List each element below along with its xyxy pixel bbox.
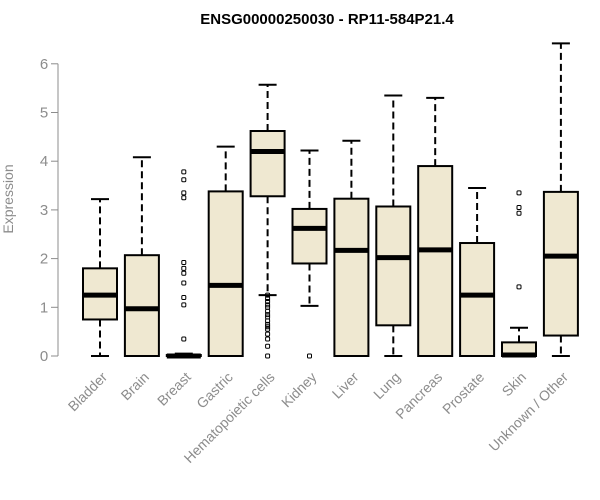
y-tick-label: 4 <box>40 153 48 170</box>
outlier-point <box>265 292 271 298</box>
x-tick-label-lung: Lung <box>370 369 403 402</box>
outlier-point <box>181 336 187 342</box>
outlier-point <box>265 302 271 308</box>
outlier-point <box>516 190 522 196</box>
outlier-point <box>265 331 271 337</box>
x-tick-label-unknown-other: Unknown / Other <box>485 369 571 455</box>
iqr-box <box>207 190 244 357</box>
y-tick-label: 3 <box>40 202 48 219</box>
outlier-point <box>181 190 187 196</box>
outlier-point <box>181 177 187 183</box>
outlier-point <box>265 353 271 359</box>
box-prostate <box>459 186 496 358</box>
outlier-point <box>265 296 271 302</box>
box-brain <box>123 156 160 357</box>
y-axis: 0 1 2 3 4 5 6 <box>40 56 59 365</box>
x-tick-label-kidney: Kidney <box>278 369 320 411</box>
iqr-box <box>417 165 454 357</box>
box-unknown-other <box>542 42 579 357</box>
x-tick-label-bladder: Bladder <box>65 369 111 415</box>
outlier-point <box>516 204 522 210</box>
box-lung <box>375 94 412 357</box>
x-tick-label-prostate: Prostate <box>439 369 487 417</box>
outlier-point <box>265 324 271 330</box>
y-tick-label: 0 <box>40 348 48 365</box>
iqr-box <box>459 242 496 358</box>
outlier-point <box>181 259 187 265</box>
iqr-box <box>375 205 412 327</box>
y-axis-label: Expression <box>0 164 16 233</box>
outlier-point <box>181 169 187 175</box>
outlier-point <box>181 295 187 301</box>
box-liver <box>333 139 370 357</box>
x-tick-label-brain: Brain <box>118 369 152 403</box>
iqr-box <box>123 254 160 357</box>
box-breast <box>165 169 202 359</box>
boxes-group <box>82 42 579 359</box>
y-tick-label: 6 <box>40 56 48 73</box>
outlier-point <box>516 210 522 216</box>
outlier-point <box>516 284 522 290</box>
outlier-point <box>181 270 187 276</box>
outlier-point <box>265 298 271 304</box>
box-skin <box>501 190 537 358</box>
x-tick-label-breast: Breast <box>154 369 194 409</box>
y-tick-label: 2 <box>40 251 48 268</box>
x-tick-label-skin: Skin <box>499 369 530 400</box>
outlier-point <box>181 280 187 286</box>
box-pancreas <box>417 96 454 357</box>
box-bladder <box>82 198 118 357</box>
outlier-point <box>181 265 187 271</box>
iqr-box <box>542 190 579 337</box>
outlier-point <box>265 321 271 327</box>
outlier-point <box>307 353 312 359</box>
outlier-point <box>265 343 271 349</box>
box-kidney <box>291 149 328 359</box>
iqr-box <box>249 130 286 198</box>
outlier-point <box>265 312 271 318</box>
iqr-box <box>291 207 328 265</box>
outlier-point <box>265 314 271 320</box>
chart-title: ENSG00000250030 - RP11-584P21.4 <box>200 11 454 28</box>
y-tick-label: 1 <box>40 299 48 316</box>
outlier-point <box>181 302 187 308</box>
box-gastric <box>207 145 244 357</box>
iqr-box <box>333 197 370 357</box>
outlier-point <box>265 326 271 332</box>
x-tick-label-liver: Liver <box>329 369 362 402</box>
outlier-point <box>181 195 187 201</box>
y-tick-label: 5 <box>40 105 48 122</box>
box-hematopoietic-cells <box>249 83 286 359</box>
outlier-point <box>265 336 271 342</box>
x-tick-label-pancreas: Pancreas <box>392 369 445 422</box>
outlier-point <box>265 304 271 310</box>
